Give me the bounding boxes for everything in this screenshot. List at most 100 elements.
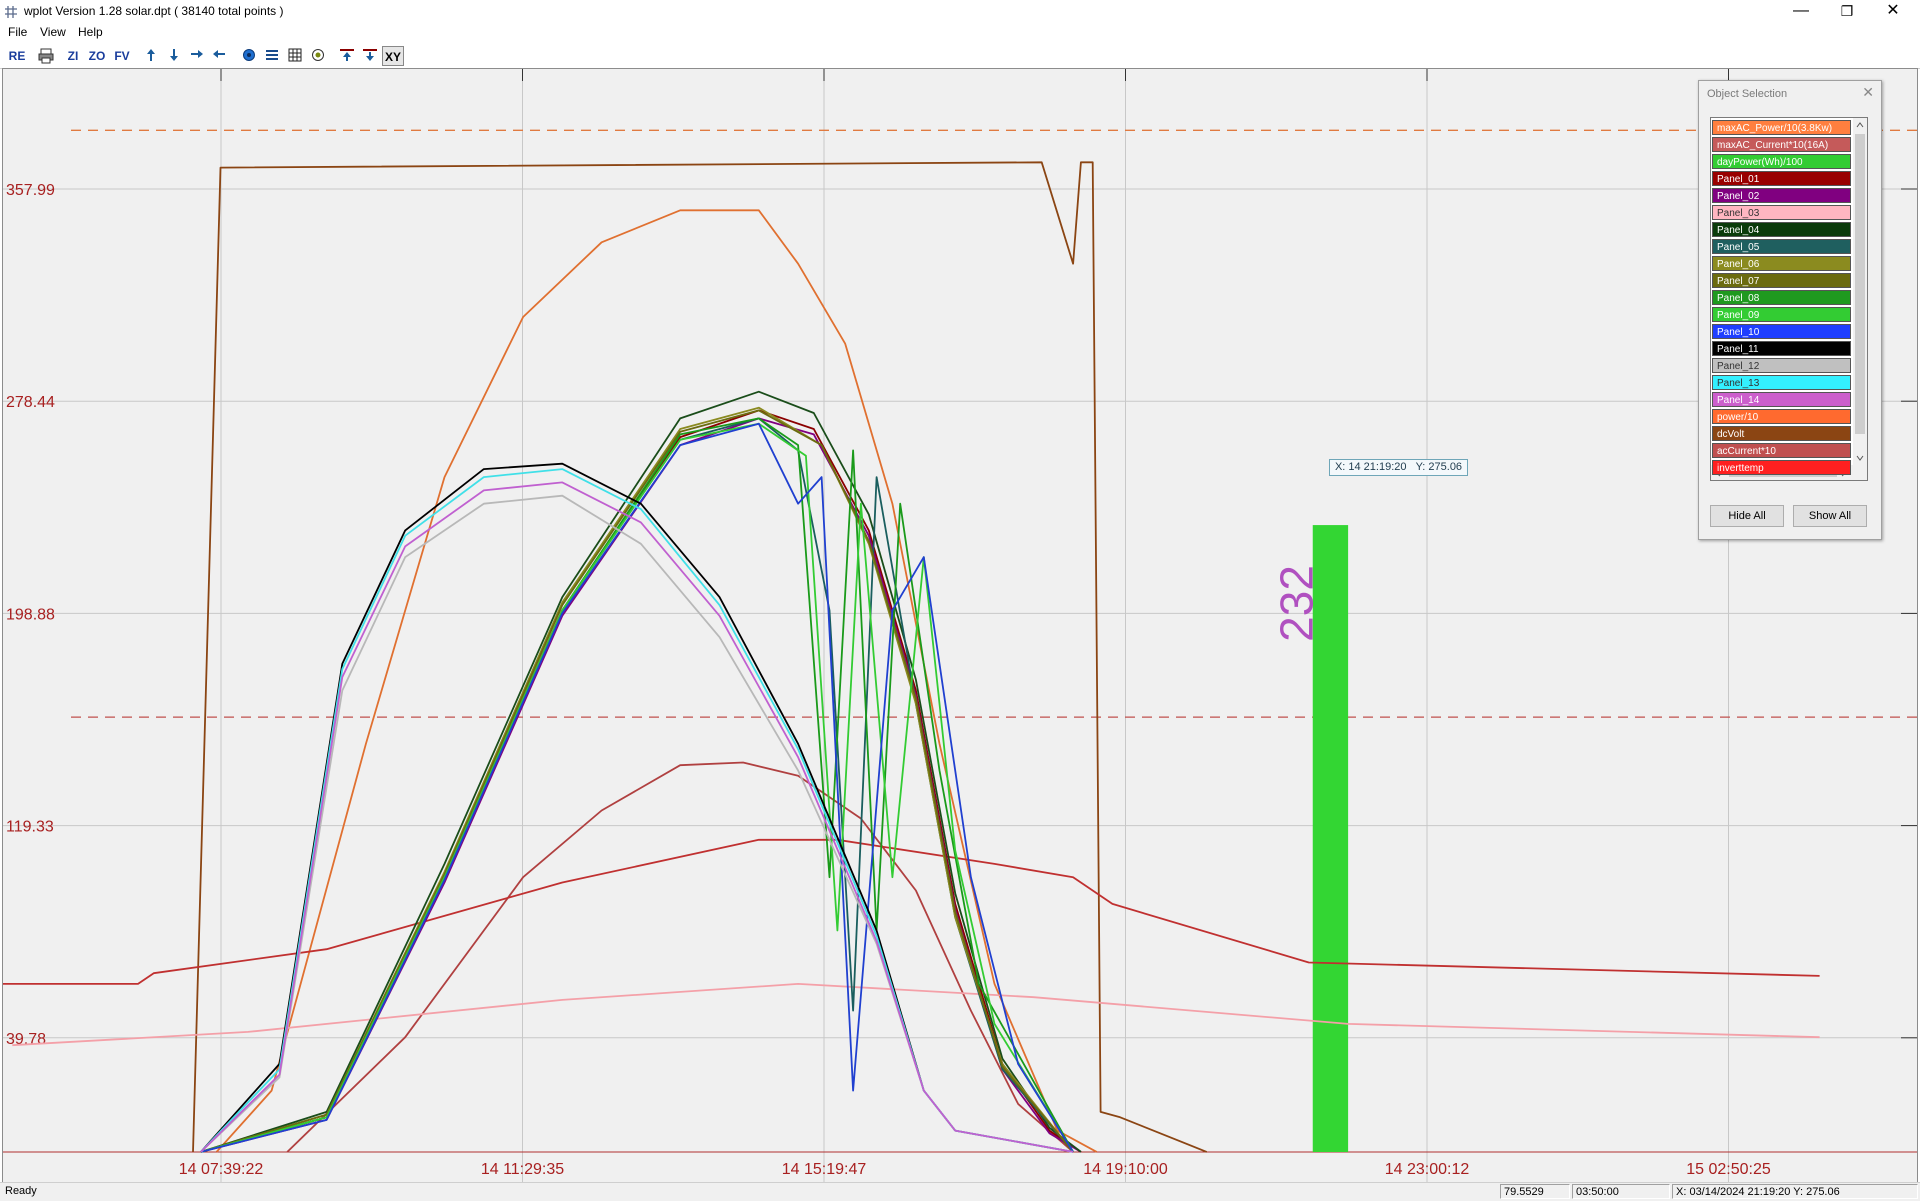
value-bar [1312,525,1349,1152]
xy-readout-button[interactable]: XY [382,46,404,66]
series-line-panel-13 [200,468,1074,1153]
status-coordinates: X: 03/14/2024 21:19:20 Y: 275.06 [1672,1184,1918,1199]
object-item[interactable]: Panel_05 [1712,239,1851,254]
series-line-panel-10 [200,422,1074,1153]
object-item[interactable]: Panel_06 [1712,256,1851,271]
lines-icon [266,50,278,60]
close-button[interactable]: ✕ [1886,2,1900,19]
window-title: wplot Version 1.28 solar.dpt ( 38140 tot… [24,4,284,18]
object-item[interactable]: Panel_04 [1712,222,1851,237]
refresh-button[interactable]: RE [8,49,26,63]
status-ready: Ready [5,1185,37,1197]
status-interval: 03:50:00 [1572,1184,1670,1199]
zoom-out-button[interactable]: ZO [88,49,106,63]
y-tick-label: 198.88 [6,606,55,623]
app-grid-icon [5,6,17,18]
object-item[interactable]: Panel_01 [1712,171,1851,186]
object-item[interactable]: Panel_14 [1712,392,1851,407]
series-line-accurrent-10 [286,761,1074,1153]
pan-left-button[interactable] [208,46,230,66]
top-line-button[interactable] [336,46,358,66]
menu-help[interactable]: Help [78,25,103,39]
grid-icon [288,48,302,62]
object-item[interactable]: acCurrent*10 [1712,443,1851,458]
x-tick-label: 14 23:00:12 [1385,1161,1470,1178]
object-item[interactable]: inverttemp [1712,460,1851,475]
bar-value-label: 232 [1271,565,1323,642]
object-item[interactable]: dcVolt [1712,426,1851,441]
top-line-icon [340,49,354,61]
series-line-panel-04 [200,390,1082,1153]
object-item[interactable]: Panel_09 [1712,307,1851,322]
series-line-dcvolt [192,161,1208,1153]
x-tick-label: 14 07:39:22 [179,1161,264,1178]
y-tick-label: 119.33 [6,819,54,836]
series-line-inverttemp [3,838,1820,985]
pan-right-button[interactable] [186,46,208,66]
object-item[interactable]: Panel_03 [1712,205,1851,220]
zoom-in-button[interactable]: ZI [67,49,79,63]
status-bar: Ready 79.5529 03:50:00 X: 03/14/2024 21:… [0,1182,1920,1201]
series-line-panel-14 [200,481,1074,1153]
hide-all-button[interactable]: Hide All [1710,505,1784,527]
menu-file[interactable]: File [8,25,28,39]
show-all-button[interactable]: Show All [1793,505,1867,527]
title-bar: wplot Version 1.28 solar.dpt ( 38140 tot… [0,0,1920,24]
object-item[interactable]: maxAC_Power/10(3.8Kw) [1712,120,1851,135]
series-line-panel-08 [200,417,1074,1153]
scrollbar-arrows [1855,122,1865,461]
x-tick-label: 15 02:50:25 [1686,1161,1771,1178]
pan-down-button[interactable] [163,46,185,66]
bottom-line-button[interactable] [359,46,381,66]
toolbar: RE ZI ZO FV XY [0,44,1920,69]
cursor-x: X: 14 21:19:20 [1334,461,1407,473]
object-item[interactable]: Panel_07 [1712,273,1851,288]
series-line-panel-06 [200,406,1074,1153]
minimize-button[interactable]: — [1793,2,1809,19]
full-view-button[interactable]: FV [114,49,130,63]
target-button[interactable] [307,46,329,66]
object-item[interactable]: power/10 [1712,409,1851,424]
cursor-readout: X: 14 21:19:20 Y: 275.06 [1329,459,1468,476]
panel-title: Object Selection [1707,88,1788,100]
object-item[interactable]: Panel_11 [1712,341,1851,356]
arrow-down-icon [170,49,178,61]
object-item[interactable]: maxAC_Current*10(16A) [1712,137,1851,152]
menu-bar: File View Help [0,24,1920,42]
object-list[interactable]: maxAC_Power/10(3.8Kw) maxAC_Current*10(16… [1710,117,1868,481]
x-tick-label: 14 15:19:47 [782,1161,867,1178]
arrow-right-icon [191,50,203,58]
series-line-panel-09 [200,422,1074,1153]
status-value: 79.5529 [1500,1184,1570,1199]
object-item[interactable]: Panel_13 [1712,375,1851,390]
target-icon [312,49,324,61]
circle-icon [243,49,255,61]
menu-view[interactable]: View [40,25,66,39]
grid-button[interactable] [284,46,306,66]
pan-up-button[interactable] [140,46,162,66]
y-tick-label: 357.99 [6,182,55,199]
close-icon[interactable]: ✕ [1862,84,1874,100]
object-item[interactable]: Panel_10 [1712,324,1851,339]
object-item[interactable]: dayPower(Wh)/100 [1712,154,1851,169]
series-line-power-10 [215,209,1098,1153]
bottom-line-icon [363,49,377,61]
object-item[interactable]: Panel_02 [1712,188,1851,203]
lines-button[interactable] [261,46,283,66]
markers-button[interactable] [238,46,260,66]
object-item[interactable]: Panel_12 [1712,358,1851,373]
series-line-panel-07 [200,409,1074,1153]
vertical-scrollbar[interactable] [1853,118,1867,465]
cursor-y: Y: 275.06 [1415,461,1463,473]
print-button[interactable] [35,46,57,66]
y-tick-label: 278.44 [6,394,55,411]
object-selection-panel: Object Selection ✕ maxAC_Power/10(3.8Kw)… [1698,80,1882,540]
series-line-panel-11 [200,462,1074,1153]
x-tick-label: 14 19:10:00 [1083,1161,1168,1178]
object-item[interactable]: Panel_08 [1712,290,1851,305]
restore-button[interactable]: ❐ [1840,3,1854,19]
plot-area[interactable]: 357.99 278.44 198.88 119.33 39.78 14 07:39:22… [2,68,1918,1185]
print-icon [38,48,54,64]
arrow-up-icon [147,49,155,61]
